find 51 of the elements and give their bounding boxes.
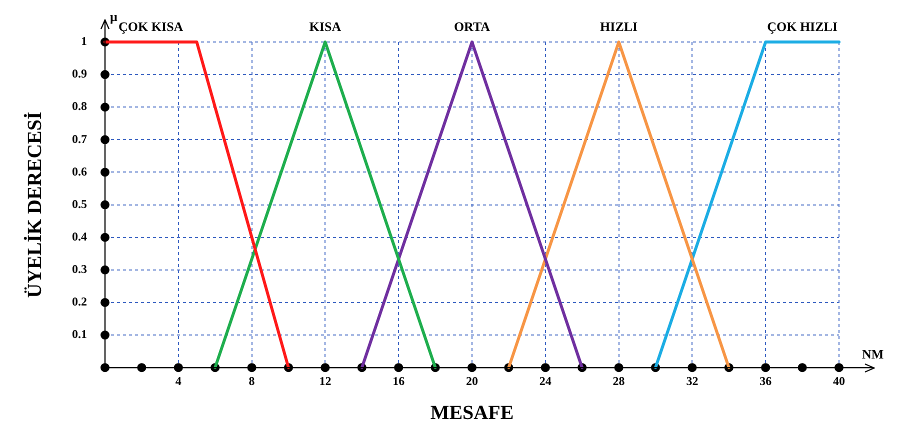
x-tick-label: 32 bbox=[686, 374, 698, 388]
x-tick-label: 40 bbox=[833, 374, 845, 388]
x-tick-label: 28 bbox=[612, 374, 625, 388]
point bbox=[137, 363, 146, 372]
point bbox=[100, 102, 110, 112]
point bbox=[798, 363, 807, 372]
text: μ bbox=[110, 8, 118, 24]
y-tick-label: 0.9 bbox=[72, 66, 87, 81]
point bbox=[540, 363, 550, 372]
point bbox=[100, 298, 110, 307]
y-tick-label: 0.5 bbox=[72, 196, 87, 211]
point bbox=[100, 70, 110, 80]
x-tick-label: 16 bbox=[392, 374, 405, 388]
x-tick-label: 36 bbox=[760, 374, 772, 388]
point bbox=[174, 363, 183, 372]
point bbox=[247, 363, 256, 372]
x-tick-label: 12 bbox=[319, 374, 332, 388]
point bbox=[834, 363, 844, 372]
y-tick-label: 0.4 bbox=[72, 229, 87, 244]
point bbox=[320, 363, 330, 372]
point bbox=[100, 168, 110, 177]
y-tick-label: 0.2 bbox=[72, 294, 87, 309]
point bbox=[688, 363, 697, 372]
point bbox=[468, 363, 476, 372]
y-tick-label: 0.8 bbox=[72, 99, 87, 114]
series-label: KISA bbox=[309, 18, 342, 34]
point bbox=[761, 363, 770, 372]
y-tick-label: 0.6 bbox=[72, 164, 87, 178]
series-label: ÇOK HIZLI bbox=[767, 18, 838, 34]
y-tick-label: 0.1 bbox=[72, 327, 87, 342]
x-tick-label: 20 bbox=[466, 374, 478, 388]
point bbox=[100, 330, 110, 340]
series-label: ORTA bbox=[454, 18, 491, 34]
y-tick-label: 0.3 bbox=[72, 262, 87, 276]
point bbox=[100, 232, 110, 242]
point bbox=[614, 363, 624, 372]
x-tick-label: 24 bbox=[539, 374, 552, 388]
point bbox=[100, 135, 110, 144]
x-axis-title: MESAFE bbox=[430, 402, 514, 424]
point bbox=[100, 200, 110, 210]
series-label: HIZLI bbox=[600, 18, 638, 34]
point bbox=[100, 363, 110, 372]
x-tick-label: 8 bbox=[248, 374, 255, 388]
y-tick-label: 1 bbox=[81, 34, 87, 48]
series-label: ÇOK KISA bbox=[118, 18, 184, 34]
x-tick-label: 4 bbox=[175, 374, 182, 388]
point bbox=[394, 363, 404, 372]
text: NM bbox=[862, 346, 884, 362]
y-tick-label: 0.7 bbox=[72, 132, 87, 146]
y-axis-title: ÜYELİK DERECESİ bbox=[23, 112, 46, 298]
point bbox=[100, 265, 110, 274]
